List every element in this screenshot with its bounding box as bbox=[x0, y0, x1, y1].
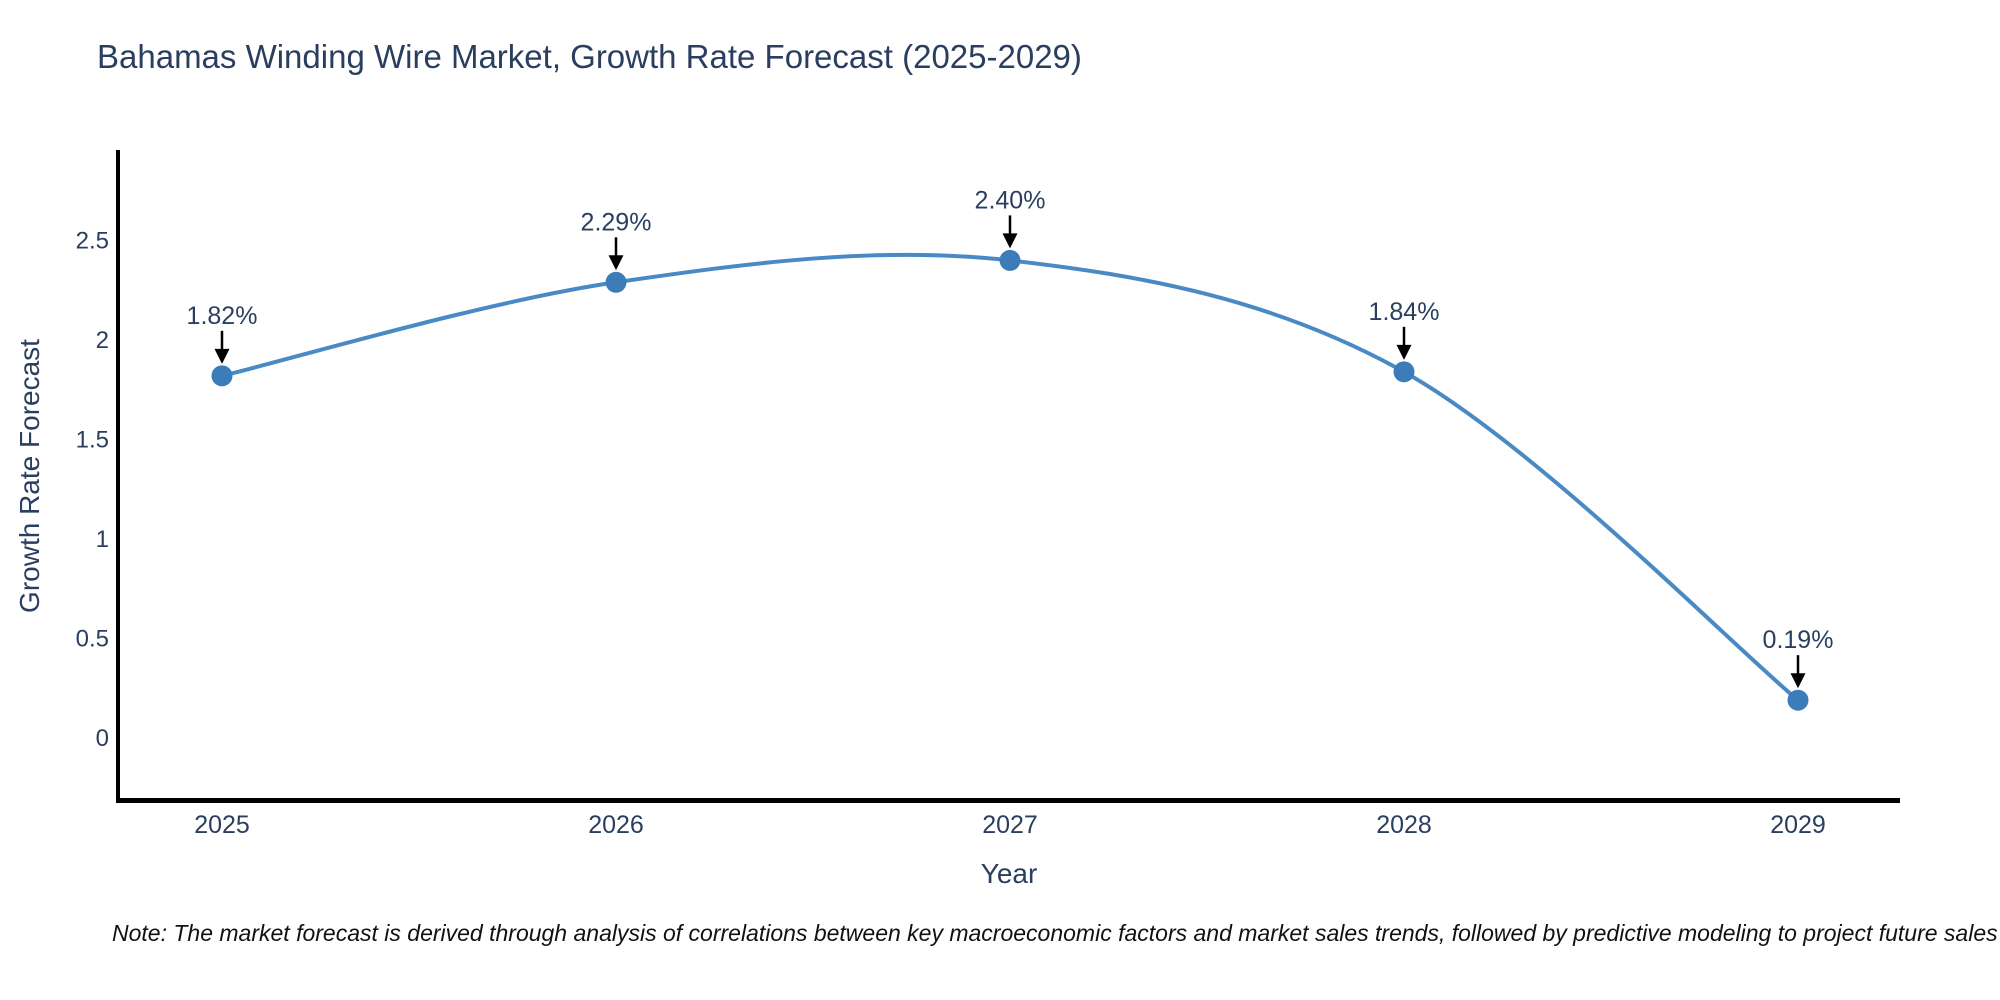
annotation-arrowhead bbox=[1002, 233, 1018, 249]
data-point-marker bbox=[999, 249, 1021, 271]
x-tick-label: 2029 bbox=[1770, 811, 1826, 839]
x-tick-label: 2026 bbox=[588, 811, 644, 839]
y-tick-label: 1.5 bbox=[76, 427, 109, 454]
y-axis-line bbox=[116, 150, 120, 803]
annotation-arrowhead bbox=[214, 348, 230, 364]
y-tick-label: 2 bbox=[96, 327, 109, 354]
note-text: Note: The market forecast is derived thr… bbox=[112, 920, 1998, 946]
data-point-marker bbox=[1393, 361, 1415, 383]
annotation-arrowhead bbox=[1790, 673, 1806, 689]
data-point-marker bbox=[211, 365, 233, 387]
data-point-marker bbox=[1787, 689, 1809, 711]
chart-title: Bahamas Winding Wire Market, Growth Rate… bbox=[97, 38, 1082, 75]
y-tick-label: 1 bbox=[96, 526, 109, 553]
y-tick-label: 0 bbox=[96, 725, 109, 752]
annotation-label: 1.82% bbox=[187, 302, 258, 330]
x-axis-label: Year bbox=[980, 858, 1038, 889]
x-axis-line bbox=[116, 798, 1900, 803]
annotation-arrowhead bbox=[608, 255, 624, 271]
data-point-marker bbox=[605, 271, 627, 293]
y-tick-label: 2.5 bbox=[76, 228, 109, 255]
annotation-arrowhead bbox=[1396, 344, 1412, 360]
x-tick-label: 2028 bbox=[1376, 811, 1432, 839]
annotation-label: 1.84% bbox=[1369, 298, 1440, 326]
data-line bbox=[220, 252, 1800, 703]
y-tick-label: 0.5 bbox=[76, 626, 109, 653]
annotation-label: 2.40% bbox=[975, 186, 1046, 214]
annotation-label: 0.19% bbox=[1763, 626, 1834, 654]
annotation-label: 2.29% bbox=[581, 208, 652, 236]
x-tick-label: 2025 bbox=[194, 811, 250, 839]
x-tick-label: 2027 bbox=[982, 811, 1038, 839]
y-axis-label: Growth Rate Forecast bbox=[14, 339, 45, 613]
